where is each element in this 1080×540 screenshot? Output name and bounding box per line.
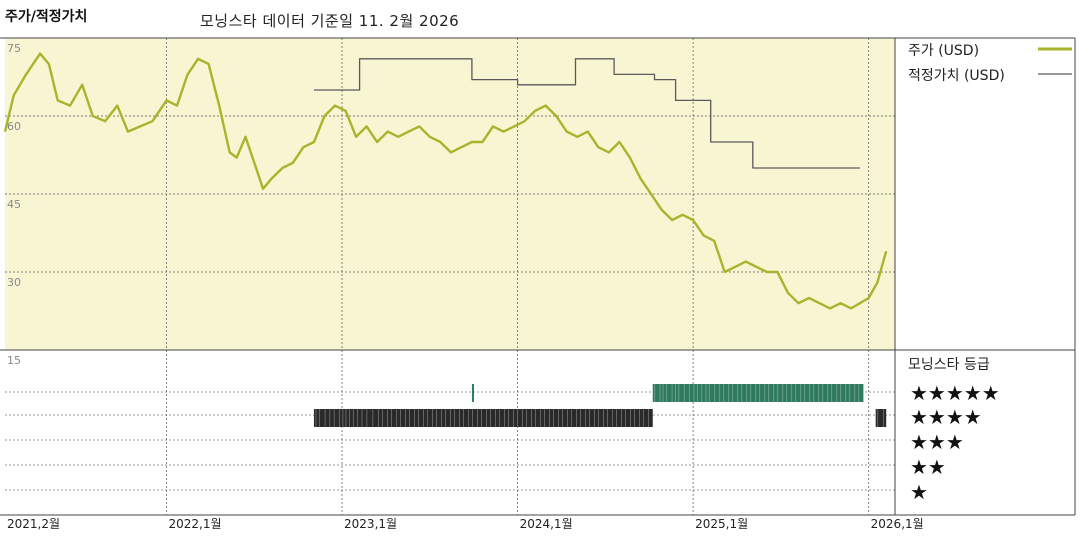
text-layer: 75 60 45 30 15 2021,2월 2022,1월 2023,1월 2024,1월 20… [7,42,1072,531]
y-tick-label: 45 [7,198,21,211]
legend-rating-label: 모닝스타 등급 [908,357,990,373]
rating-bar-fill [875,409,887,427]
price-line [3,52,888,310]
x-tick-label: 2021,2월 [7,517,60,531]
y-tick-label: 15 [7,354,21,367]
rating-bar-fill [313,409,653,427]
rating-bar-fill [471,384,474,402]
x-tick-label: 2026,1월 [871,517,924,531]
rating-bar-fill [652,384,864,402]
chart-subtitle: 모닝스타 데이터 기준일 11. 2월 2026 [200,12,460,30]
x-tick-label: 2023,1월 [344,517,397,531]
y-tick-label: 30 [7,276,21,289]
y-tick-label: 60 [7,120,21,133]
x-tick-label: 2025,1월 [695,517,748,531]
legend-rating-stars-2: ★★ [910,455,946,479]
rating-bar-4-star [875,409,887,427]
rating-layer [313,384,887,427]
fair-line [314,58,860,169]
legend-rating-stars-1: ★ [910,480,928,504]
rating-bar-5-star [652,384,864,402]
rating-bar-4-star [313,409,653,427]
legend-rating-stars-3: ★★★ [910,430,964,454]
series-layer [3,52,888,310]
legend-fair-label: 적정가치 (USD) [908,68,1005,84]
legend-rating-stars-5: ★★★★★ [910,381,1000,405]
x-tick-label: 2024,1월 [520,517,573,531]
legend-price-label: 주가 (USD) [908,43,979,59]
rating-bar-5-star [471,384,474,402]
x-tick-label: 2022,1월 [168,517,221,531]
chart-title: 주가/적정가치 [5,9,88,25]
legend-rating-stars-4: ★★★★ [910,405,982,429]
frame-layer [0,37,1076,516]
grid-layer [5,37,895,515]
y-tick-label: 75 [7,42,21,55]
